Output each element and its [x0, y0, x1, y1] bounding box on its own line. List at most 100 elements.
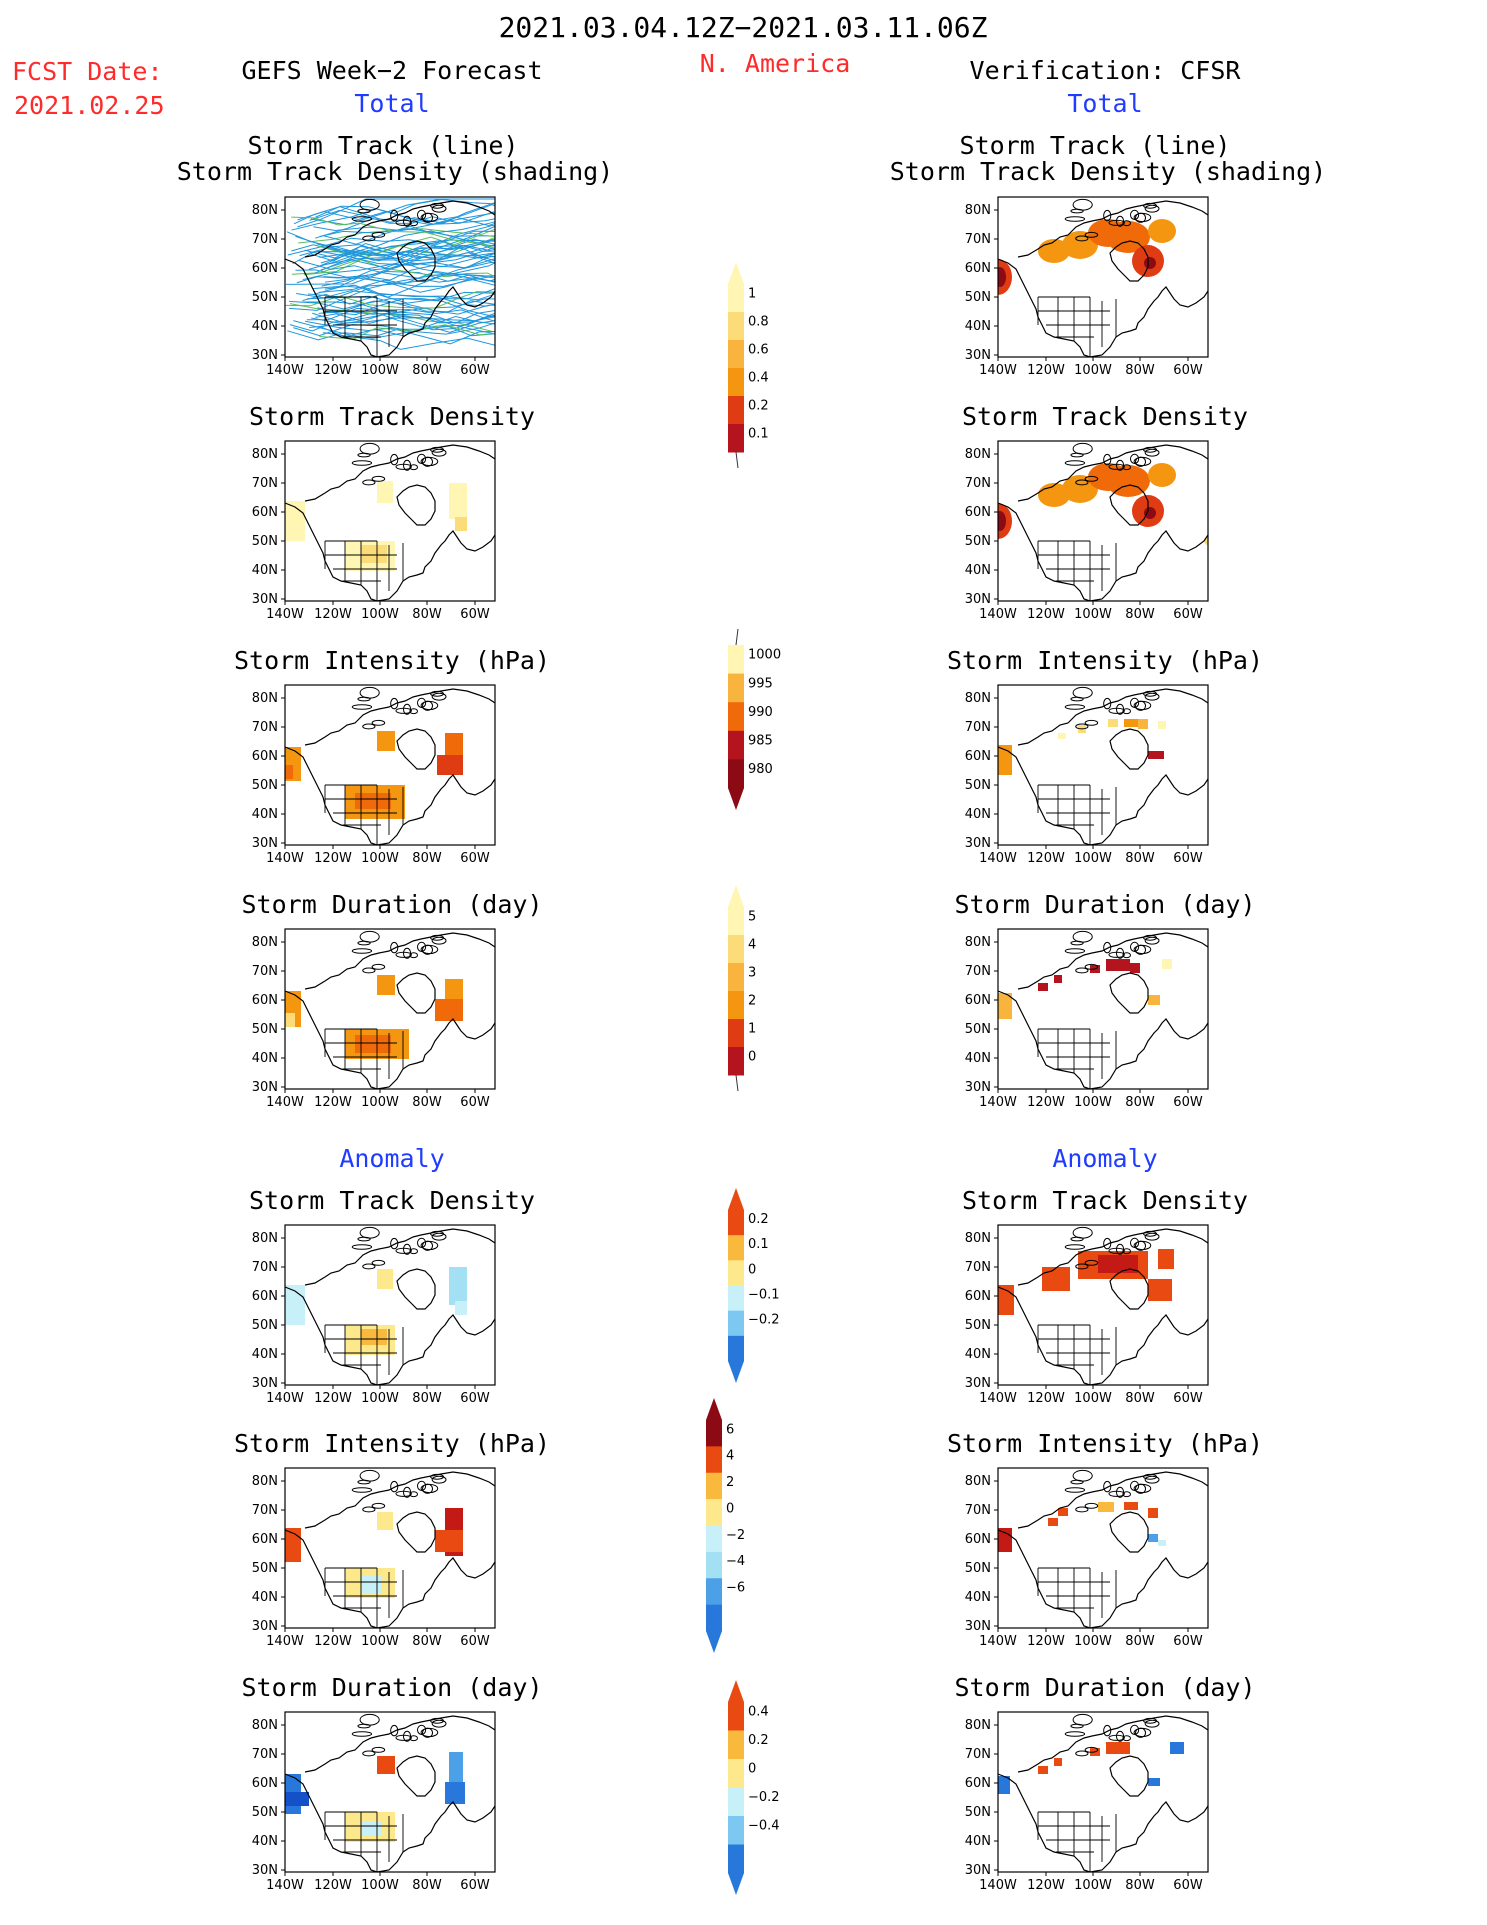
lon-tick-label: 80W — [1125, 363, 1155, 378]
colorbar-tick-label: 0.2 — [748, 1733, 769, 1748]
lat-tick-label: 60N — [965, 1289, 991, 1304]
colorbar-tick-label: 0 — [748, 1762, 756, 1777]
lon-tick-label: 120W — [314, 1391, 352, 1406]
map-forecast-anom-duration: 80N 70N 60N 50N 40N 30N 140W 120W 100W 80W 60W — [240, 1707, 530, 1893]
lat-tick-label: 40N — [252, 807, 278, 822]
lon-tick-label: 120W — [314, 363, 352, 378]
lon-tick-label: 60W — [460, 1878, 490, 1893]
lon-tick-label: 60W — [460, 1095, 490, 1110]
lat-tick-label: 40N — [252, 1051, 278, 1066]
lon-tick-label: 140W — [979, 851, 1017, 866]
map-verif-track: 80N 70N 60N 50N 40N 30N 140W 120W 100W 80W 60W — [953, 192, 1243, 378]
colorbar-tick-label: 0.1 — [748, 427, 769, 442]
fcst-date-label: FCST Date: — [12, 57, 163, 86]
lat-tick-label: 30N — [252, 348, 278, 363]
lon-tick-label: 120W — [1027, 363, 1065, 378]
lat-tick-label: 50N — [252, 778, 278, 793]
colorbar-tick-label: 0 — [726, 1501, 734, 1516]
verification-anomaly-label: Anomaly — [1052, 1144, 1158, 1173]
lon-tick-label: 60W — [460, 1634, 490, 1649]
lat-tick-label: 40N — [252, 319, 278, 334]
lon-tick-label: 100W — [1074, 607, 1112, 622]
lat-tick-label: 50N — [252, 1561, 278, 1576]
lat-tick-label: 30N — [965, 592, 991, 607]
lat-tick-label: 70N — [252, 964, 278, 979]
lon-tick-label: 140W — [266, 1878, 304, 1893]
colorbar-duration-total: 5 4 3 2 1 0 — [716, 885, 796, 1095]
lat-tick-label: 40N — [965, 563, 991, 578]
lat-tick-label: 30N — [965, 1619, 991, 1634]
lat-tick-label: 60N — [252, 749, 278, 764]
lat-tick-label: 60N — [965, 1776, 991, 1791]
colorbar-tick-label: 4 — [748, 938, 756, 953]
lon-tick-label: 100W — [361, 851, 399, 866]
lat-tick-label: 70N — [252, 232, 278, 247]
colorbar-tick-label: −0.1 — [748, 1288, 780, 1303]
map-verif-anom-duration: 80N 70N 60N 50N 40N 30N 140W 120W 100W 80W 60W — [953, 1707, 1243, 1893]
colorbar-tick-label: 0.2 — [748, 1212, 769, 1227]
lat-tick-label: 30N — [252, 592, 278, 607]
lat-tick-label: 50N — [965, 290, 991, 305]
lat-tick-label: 60N — [965, 261, 991, 276]
lon-tick-label: 80W — [1125, 1391, 1155, 1406]
lon-tick-label: 80W — [1125, 1634, 1155, 1649]
lon-tick-label: 80W — [412, 1095, 442, 1110]
lat-tick-label: 80N — [965, 691, 991, 706]
map-verif-duration: 80N 70N 60N 50N 40N 30N 140W 120W 100W 80W 60W — [953, 924, 1243, 1110]
lon-tick-label: 100W — [1074, 1095, 1112, 1110]
lat-tick-label: 60N — [252, 505, 278, 520]
colorbar-tick-label: 985 — [748, 734, 773, 749]
map-verif-anom-density: 80N 70N 60N 50N 40N 30N 140W 120W 100W 80W 60W — [953, 1220, 1243, 1406]
lat-tick-label: 80N — [252, 935, 278, 950]
map-verif-anom-intensity: 80N 70N 60N 50N 40N 30N 140W 120W 100W 80W 60W — [953, 1463, 1243, 1649]
colorbar-tick-label: 2 — [726, 1475, 734, 1490]
colorbar-tick-label: 0 — [748, 1050, 756, 1065]
lat-tick-label: 30N — [965, 836, 991, 851]
lat-tick-label: 80N — [965, 1718, 991, 1733]
forecast-total-label: Total — [354, 89, 430, 118]
lat-tick-label: 50N — [965, 1805, 991, 1820]
colorbar-tick-label: −0.2 — [748, 1313, 780, 1328]
map-forecast-anom-intensity: 80N 70N 60N 50N 40N 30N 140W 120W 100W 80W 60W — [240, 1463, 530, 1649]
colorbar-tick-label: 0.8 — [748, 315, 769, 330]
lat-tick-label: 80N — [965, 1474, 991, 1489]
lat-tick-label: 80N — [252, 1474, 278, 1489]
lon-tick-label: 140W — [266, 1634, 304, 1649]
lon-tick-label: 100W — [361, 1878, 399, 1893]
map-verif-intensity: 80N 70N 60N 50N 40N 30N 140W 120W 100W 80W 60W — [953, 680, 1243, 866]
lat-tick-label: 60N — [965, 1532, 991, 1547]
lat-tick-label: 80N — [965, 447, 991, 462]
lat-tick-label: 40N — [252, 1590, 278, 1605]
lat-tick-label: 80N — [252, 1718, 278, 1733]
lat-tick-label: 30N — [252, 1619, 278, 1634]
panel-title-duration-verif: Storm Duration (day) — [954, 890, 1256, 919]
lat-tick-label: 40N — [965, 1834, 991, 1849]
panel-title-anom-intensity: Storm Intensity (hPa) — [233, 1429, 551, 1458]
lat-tick-label: 60N — [965, 505, 991, 520]
lon-tick-label: 140W — [979, 1095, 1017, 1110]
lat-tick-label: 40N — [965, 319, 991, 334]
lon-tick-label: 100W — [1074, 1391, 1112, 1406]
map-forecast-anom-density: 80N 70N 60N 50N 40N 30N 140W 120W 100W 80W 60W — [240, 1220, 530, 1406]
colorbar-tick-label: −0.2 — [748, 1790, 780, 1805]
lon-tick-label: 100W — [1074, 851, 1112, 866]
lat-tick-label: 30N — [965, 348, 991, 363]
lon-tick-label: 120W — [314, 1878, 352, 1893]
colorbar-tick-label: 1 — [748, 287, 756, 302]
colorbar-tick-label: −4 — [726, 1554, 745, 1569]
panel-title-intensity-verif: Storm Intensity (hPa) — [946, 646, 1264, 675]
lat-tick-label: 40N — [252, 1347, 278, 1362]
lon-tick-label: 80W — [412, 851, 442, 866]
panel-title-anom-density-verif: Storm Track Density — [962, 1186, 1248, 1215]
lat-tick-label: 30N — [252, 836, 278, 851]
lon-tick-label: 120W — [1027, 1634, 1065, 1649]
lat-tick-label: 40N — [965, 1590, 991, 1605]
map-forecast-intensity: 80N 70N 60N 50N 40N 30N 140W 120W 100W 80W 60W — [240, 680, 530, 866]
colorbar-tick-label: 0.1 — [748, 1237, 769, 1252]
colorbar-tick-label: −0.4 — [748, 1819, 780, 1834]
lat-tick-label: 60N — [252, 1289, 278, 1304]
lat-tick-label: 80N — [252, 203, 278, 218]
lon-tick-label: 80W — [412, 1878, 442, 1893]
colorbar-tick-label: 5 — [748, 910, 756, 925]
lat-tick-label: 50N — [965, 778, 991, 793]
